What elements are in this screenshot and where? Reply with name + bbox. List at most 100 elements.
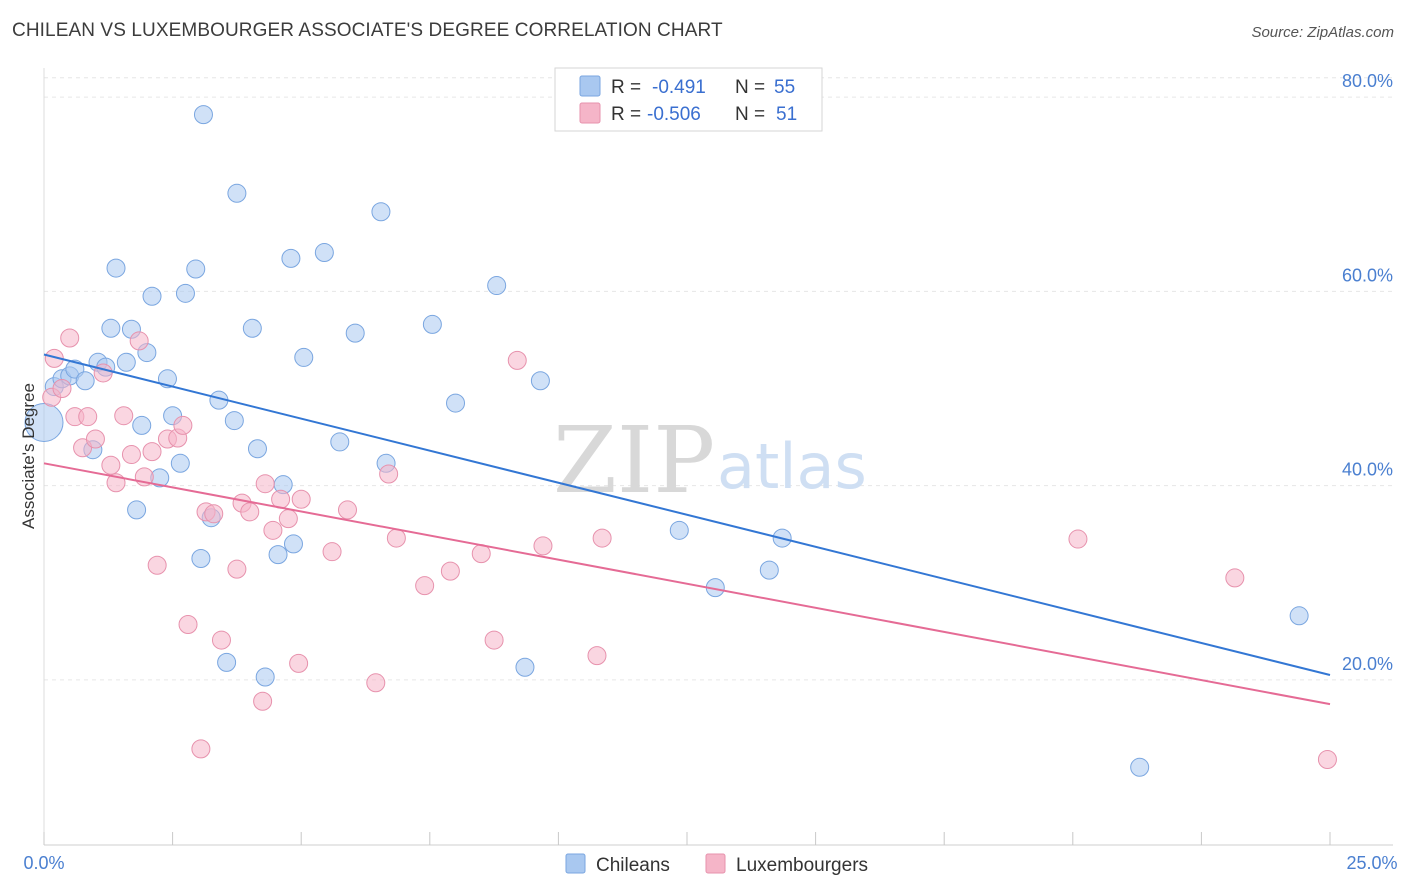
source-note: Source: ZipAtlas.com: [1251, 24, 1394, 41]
luxembourgers-point: [415, 576, 435, 596]
luxembourgers-point: [322, 542, 342, 562]
luxembourgers-point: [114, 406, 134, 426]
chileans-point: [314, 243, 334, 263]
luxembourgers-point: [211, 630, 231, 650]
luxembourgers-point: [507, 350, 527, 370]
luxembourgers-point: [147, 555, 167, 575]
chart-title: CHILEAN VS LUXEMBOURGER ASSOCIATE'S DEGR…: [12, 20, 723, 41]
trend-lines: [43, 353, 1331, 706]
luxembourgers-point: [533, 536, 553, 556]
y-tick-label: 40.0%: [1342, 460, 1393, 480]
legend-swatch-chileans: [579, 75, 601, 97]
chileans-point: [759, 560, 779, 580]
luxembourgers-point: [379, 464, 399, 484]
legend-n-label-2: N =: [735, 104, 765, 125]
x-ticks: [43, 832, 1331, 845]
luxembourgers-point: [101, 455, 121, 475]
chileans-point: [175, 283, 195, 303]
chileans-point: [294, 347, 314, 367]
chileans-point: [1289, 606, 1309, 626]
chileans-point: [24, 403, 64, 443]
chileans-point: [217, 652, 237, 672]
luxembourgers-point: [173, 415, 193, 435]
chileans-point: [446, 393, 466, 413]
legend-n-label-1: N =: [735, 77, 765, 98]
chileans-point: [283, 534, 303, 554]
chileans-point: [75, 371, 95, 391]
y-tick-labels: 20.0% 40.0% 60.0% 80.0%: [1342, 71, 1393, 674]
y-tick-label: 80.0%: [1342, 71, 1393, 91]
luxembourgers-point: [337, 500, 357, 520]
y-tick-label: 20.0%: [1342, 654, 1393, 674]
luxembourgers-point: [289, 653, 309, 673]
chileans-point: [224, 411, 244, 431]
legend-r-value-1: -0.491: [652, 77, 706, 98]
luxembourgers-point: [227, 559, 247, 579]
chileans-point: [487, 276, 507, 296]
luxembourgers-trend-line: [43, 462, 1331, 706]
data-points: [24, 105, 1337, 777]
luxembourgers-point: [85, 429, 105, 449]
y-axis-title: Associate's Degree: [19, 383, 38, 529]
legend-swatch-luxembourgers: [579, 102, 601, 124]
luxembourgers-point: [1225, 568, 1245, 588]
luxembourgers-point: [121, 445, 141, 465]
luxembourgers-point: [52, 379, 72, 399]
chileans-point: [193, 105, 213, 125]
chileans-point: [101, 318, 121, 338]
chileans-point: [669, 520, 689, 540]
chileans-point: [515, 657, 535, 677]
luxembourgers-point: [1317, 750, 1337, 770]
legend-n-value-1: 55: [774, 77, 795, 98]
luxembourgers-point: [142, 442, 162, 462]
chileans-point: [247, 439, 267, 459]
chileans-point: [142, 286, 162, 306]
bottom-legend-label-chileans: Chileans: [596, 855, 670, 876]
bottom-legend-label-luxembourgers: Luxembourgers: [736, 855, 868, 876]
bottom-legend-swatch-luxembourgers: [705, 853, 726, 874]
chileans-point: [330, 432, 350, 452]
bottom-legend: Chileans Luxembourgers: [565, 853, 868, 876]
luxembourgers-point: [440, 561, 460, 581]
luxembourgers-point: [255, 474, 275, 494]
chileans-point: [127, 500, 147, 520]
chileans-point: [268, 545, 288, 565]
luxembourgers-point: [240, 502, 260, 522]
legend: R = -0.491 N = 55 R = -0.506 N = 51: [554, 67, 823, 132]
chileans-point: [255, 667, 275, 687]
legend-r-label-1: R =: [611, 77, 641, 98]
chileans-point: [116, 352, 136, 372]
chileans-trend-line: [43, 353, 1331, 677]
legend-r-value-2: -0.506: [647, 104, 701, 125]
luxembourgers-point: [204, 504, 224, 524]
x-tick-label-min: 0.0%: [23, 853, 64, 873]
chileans-point: [530, 371, 550, 391]
y-tick-label: 60.0%: [1342, 265, 1393, 285]
chileans-point: [186, 259, 206, 279]
luxembourgers-point: [263, 520, 283, 540]
luxembourgers-point: [78, 407, 98, 427]
chileans-point: [242, 318, 262, 338]
chileans-point: [106, 258, 126, 278]
watermark: ZIP atlas: [553, 407, 867, 514]
luxembourgers-point: [191, 739, 211, 759]
luxembourgers-point: [386, 528, 406, 548]
chileans-point: [281, 248, 301, 268]
chileans-point: [422, 314, 442, 334]
watermark-zip: ZIP: [553, 407, 715, 514]
luxembourgers-point: [484, 630, 504, 650]
chileans-point: [371, 202, 391, 222]
luxembourgers-point: [587, 646, 607, 666]
luxembourgers-point: [366, 673, 386, 693]
luxembourgers-point: [1068, 529, 1088, 549]
luxembourgers-point: [253, 691, 273, 711]
chileans-point: [1130, 757, 1150, 777]
chileans-point: [170, 453, 190, 473]
chileans-point: [345, 323, 365, 343]
luxembourgers-point: [278, 509, 298, 529]
axes: [43, 68, 1393, 846]
watermark-atlas: atlas: [717, 430, 867, 503]
bottom-legend-swatch-chileans: [565, 853, 586, 874]
luxembourgers-point: [60, 328, 80, 348]
